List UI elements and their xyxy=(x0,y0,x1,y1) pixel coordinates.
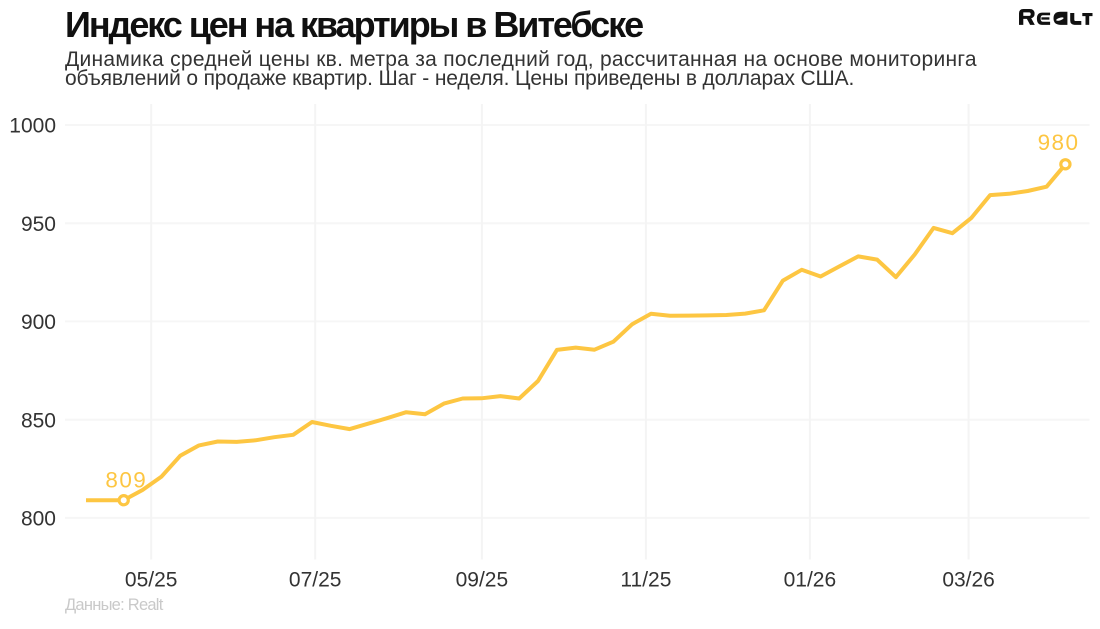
svg-text:800: 800 xyxy=(21,508,56,531)
svg-text:900: 900 xyxy=(21,311,56,334)
svg-text:850: 850 xyxy=(21,409,56,432)
svg-text:809: 809 xyxy=(105,467,147,492)
svg-text:980: 980 xyxy=(1038,130,1080,155)
svg-text:1000: 1000 xyxy=(9,115,56,138)
svg-text:950: 950 xyxy=(21,213,56,236)
svg-text:03/26: 03/26 xyxy=(942,569,995,592)
svg-text:07/25: 07/25 xyxy=(289,569,342,592)
svg-text:01/26: 01/26 xyxy=(784,569,837,592)
svg-text:05/25: 05/25 xyxy=(125,569,178,592)
svg-text:11/25: 11/25 xyxy=(620,569,671,592)
svg-text:09/25: 09/25 xyxy=(456,569,509,592)
